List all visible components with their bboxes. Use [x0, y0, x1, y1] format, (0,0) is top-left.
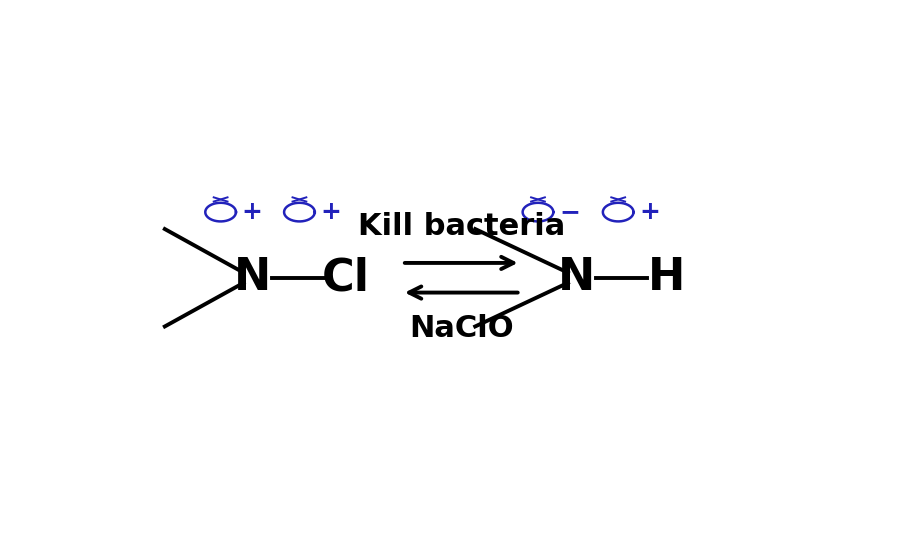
Text: N: N [558, 256, 595, 299]
Text: N: N [233, 256, 271, 299]
Text: NaClO: NaClO [409, 314, 514, 343]
Text: Cl: Cl [322, 256, 370, 299]
Text: +: + [320, 200, 341, 224]
Text: +: + [241, 200, 263, 224]
Text: H: H [648, 256, 686, 299]
Text: −: − [559, 200, 580, 224]
Text: Kill bacteria: Kill bacteria [357, 212, 565, 241]
Text: +: + [639, 200, 660, 224]
